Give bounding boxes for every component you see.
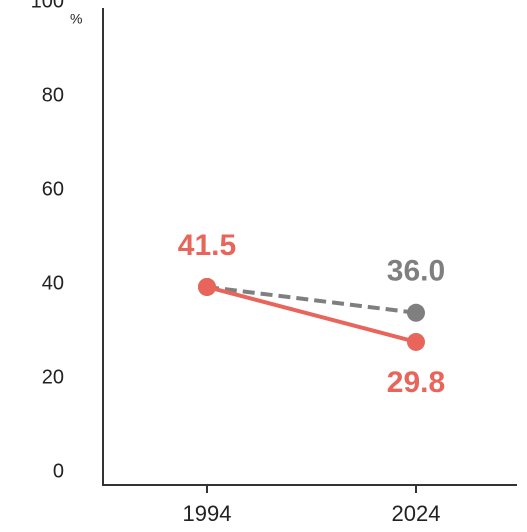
- x-tick-label: 2024: [392, 501, 441, 526]
- y-tick-label: 20: [42, 366, 64, 388]
- point: [407, 332, 425, 351]
- series-line: [206, 284, 417, 315]
- y-tick-label: 100: [31, 0, 64, 12]
- y-tick-label: 40: [42, 272, 64, 294]
- point: [407, 303, 425, 322]
- data-label: 29.8: [387, 366, 445, 399]
- y-tick-label: 60: [42, 178, 64, 200]
- series-line: [206, 285, 417, 344]
- x-tick-label: 1994: [183, 501, 232, 526]
- point: [198, 277, 216, 296]
- y-tick-label: 80: [42, 84, 64, 106]
- y-tick-label: 0: [53, 460, 64, 482]
- data-label: 41.5: [178, 229, 236, 262]
- data-label: 36.0: [387, 255, 445, 288]
- y-unit: %: [70, 11, 82, 27]
